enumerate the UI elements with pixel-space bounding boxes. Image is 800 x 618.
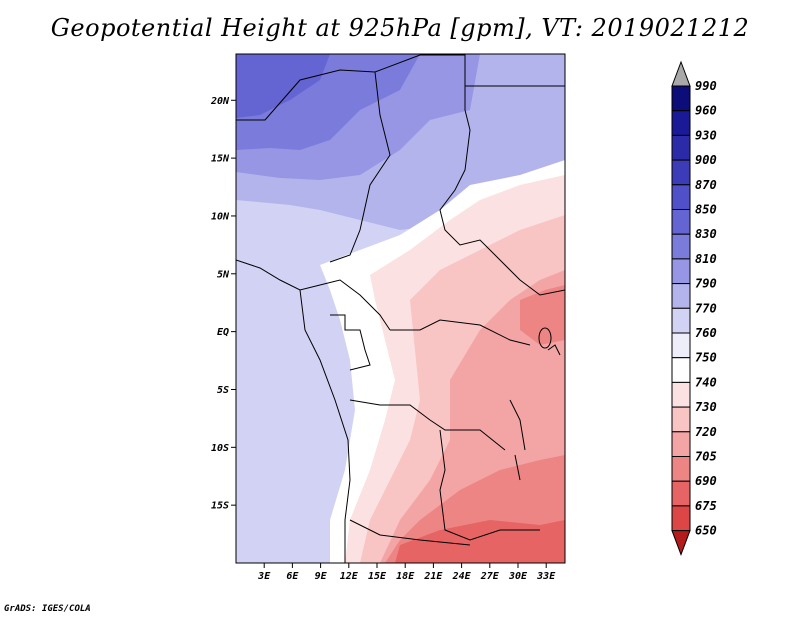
lon-tick-label: 27E [480,571,500,582]
lat-tick-label: 10N [211,211,230,222]
lon-tick-label: 3E [257,571,271,582]
colorbar-level-label: 690 [695,474,717,488]
colorbar-level-label: 750 [695,351,717,365]
colorbar-box [671,381,691,408]
map-title: Geopotential Height at 925hPa [gpm], VT:… [50,14,750,42]
colorbar-level-label: 960 [695,104,717,118]
colorbar-box [671,505,691,532]
colorbar-level-label: 850 [695,203,717,217]
lakes [509,327,561,481]
colorbar-level-label: 790 [695,277,717,291]
colorbar-top-triangle [671,60,691,87]
grads-credit: GrADS: IGES/COLA [4,604,91,614]
latitude-axis: 20N 15N 10N 5N EQ 5S 10S 15S [210,96,236,512]
lat-tick-label: 15S [211,501,229,512]
colorbar-box [671,233,691,260]
colorbar-level-label: 760 [695,326,717,340]
colorbar-box [671,110,691,136]
map-frame [235,53,566,564]
colorbar-level-label: 810 [695,252,717,266]
colorbar-level-label: 650 [695,524,717,538]
colorbar-level-label: 705 [695,450,717,464]
lat-tick-label: 10S [211,443,229,454]
colorbar-box [671,431,691,457]
colorbar-level-label: 720 [695,425,717,439]
colorbar-box [671,332,691,359]
colorbar-box [671,283,691,309]
colorbar-box [671,307,691,334]
map-plot-area [236,54,565,563]
country-boundaries [236,54,565,563]
lat-tick-label: 5S [217,385,229,396]
lon-tick-label: 12E [340,571,359,582]
colorbar-level-label: 830 [695,227,717,241]
colorbar-legend: 990 960 930 900 870 850 830 810 790 770 760 750 740 7… [671,60,717,557]
colorbar-level-label: 930 [695,128,717,142]
colorbar-level-label: 900 [695,153,717,167]
lat-tick-label: EQ [217,327,229,338]
lon-tick-label: 33E [536,571,556,582]
lat-tick-label: 15N [211,154,230,165]
colorbar-level-label: 730 [695,400,717,414]
colorbar-level-label: 740 [695,375,717,389]
longitude-axis: 3E 6E 9E 12E 15E 18E 21E 24E 27E 30E 33E [257,563,556,582]
lon-tick-label: 9E [315,571,328,582]
lat-tick-label: 5N [217,269,230,280]
lon-tick-label: 15E [368,571,387,582]
colorbar-bottom-triangle [671,530,691,557]
colorbar-level-label: 870 [695,178,717,192]
colorbar-box [671,159,691,186]
colorbar-box [671,258,691,285]
colorbar-box [671,456,691,482]
lon-tick-label: 30E [508,571,528,582]
colorbar-box [671,406,691,433]
colorbar-level-label: 770 [695,301,717,315]
field-band-870 [236,54,330,118]
field-band-east-730 [520,285,565,345]
lon-tick-label: 6E [286,571,299,582]
colorbar-level-label: 990 [695,79,717,93]
colorbar-box [671,209,691,235]
colorbar-level-label: 675 [695,499,717,513]
lon-tick-label: 24E [452,571,472,582]
colorbar-box [671,134,691,161]
colorbar-box [671,480,691,507]
lon-tick-label: 18E [396,571,415,582]
colorbar-box [671,184,691,211]
lat-tick-label: 20N [210,96,230,107]
colorbar-box [671,357,691,383]
lon-tick-label: 21E [423,571,443,582]
colorbar-box [671,85,691,112]
field-band-705 [395,520,565,563]
